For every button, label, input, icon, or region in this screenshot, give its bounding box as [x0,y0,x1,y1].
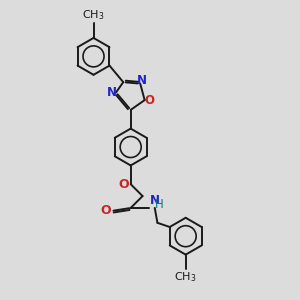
Text: N: N [137,74,147,88]
Text: O: O [119,178,130,191]
Text: CH$_3$: CH$_3$ [174,271,197,284]
Text: O: O [145,94,155,106]
Text: N: N [150,194,160,207]
Text: O: O [101,204,111,218]
Text: CH$_3$: CH$_3$ [82,8,105,22]
Text: H: H [155,198,164,211]
Text: N: N [107,86,117,99]
